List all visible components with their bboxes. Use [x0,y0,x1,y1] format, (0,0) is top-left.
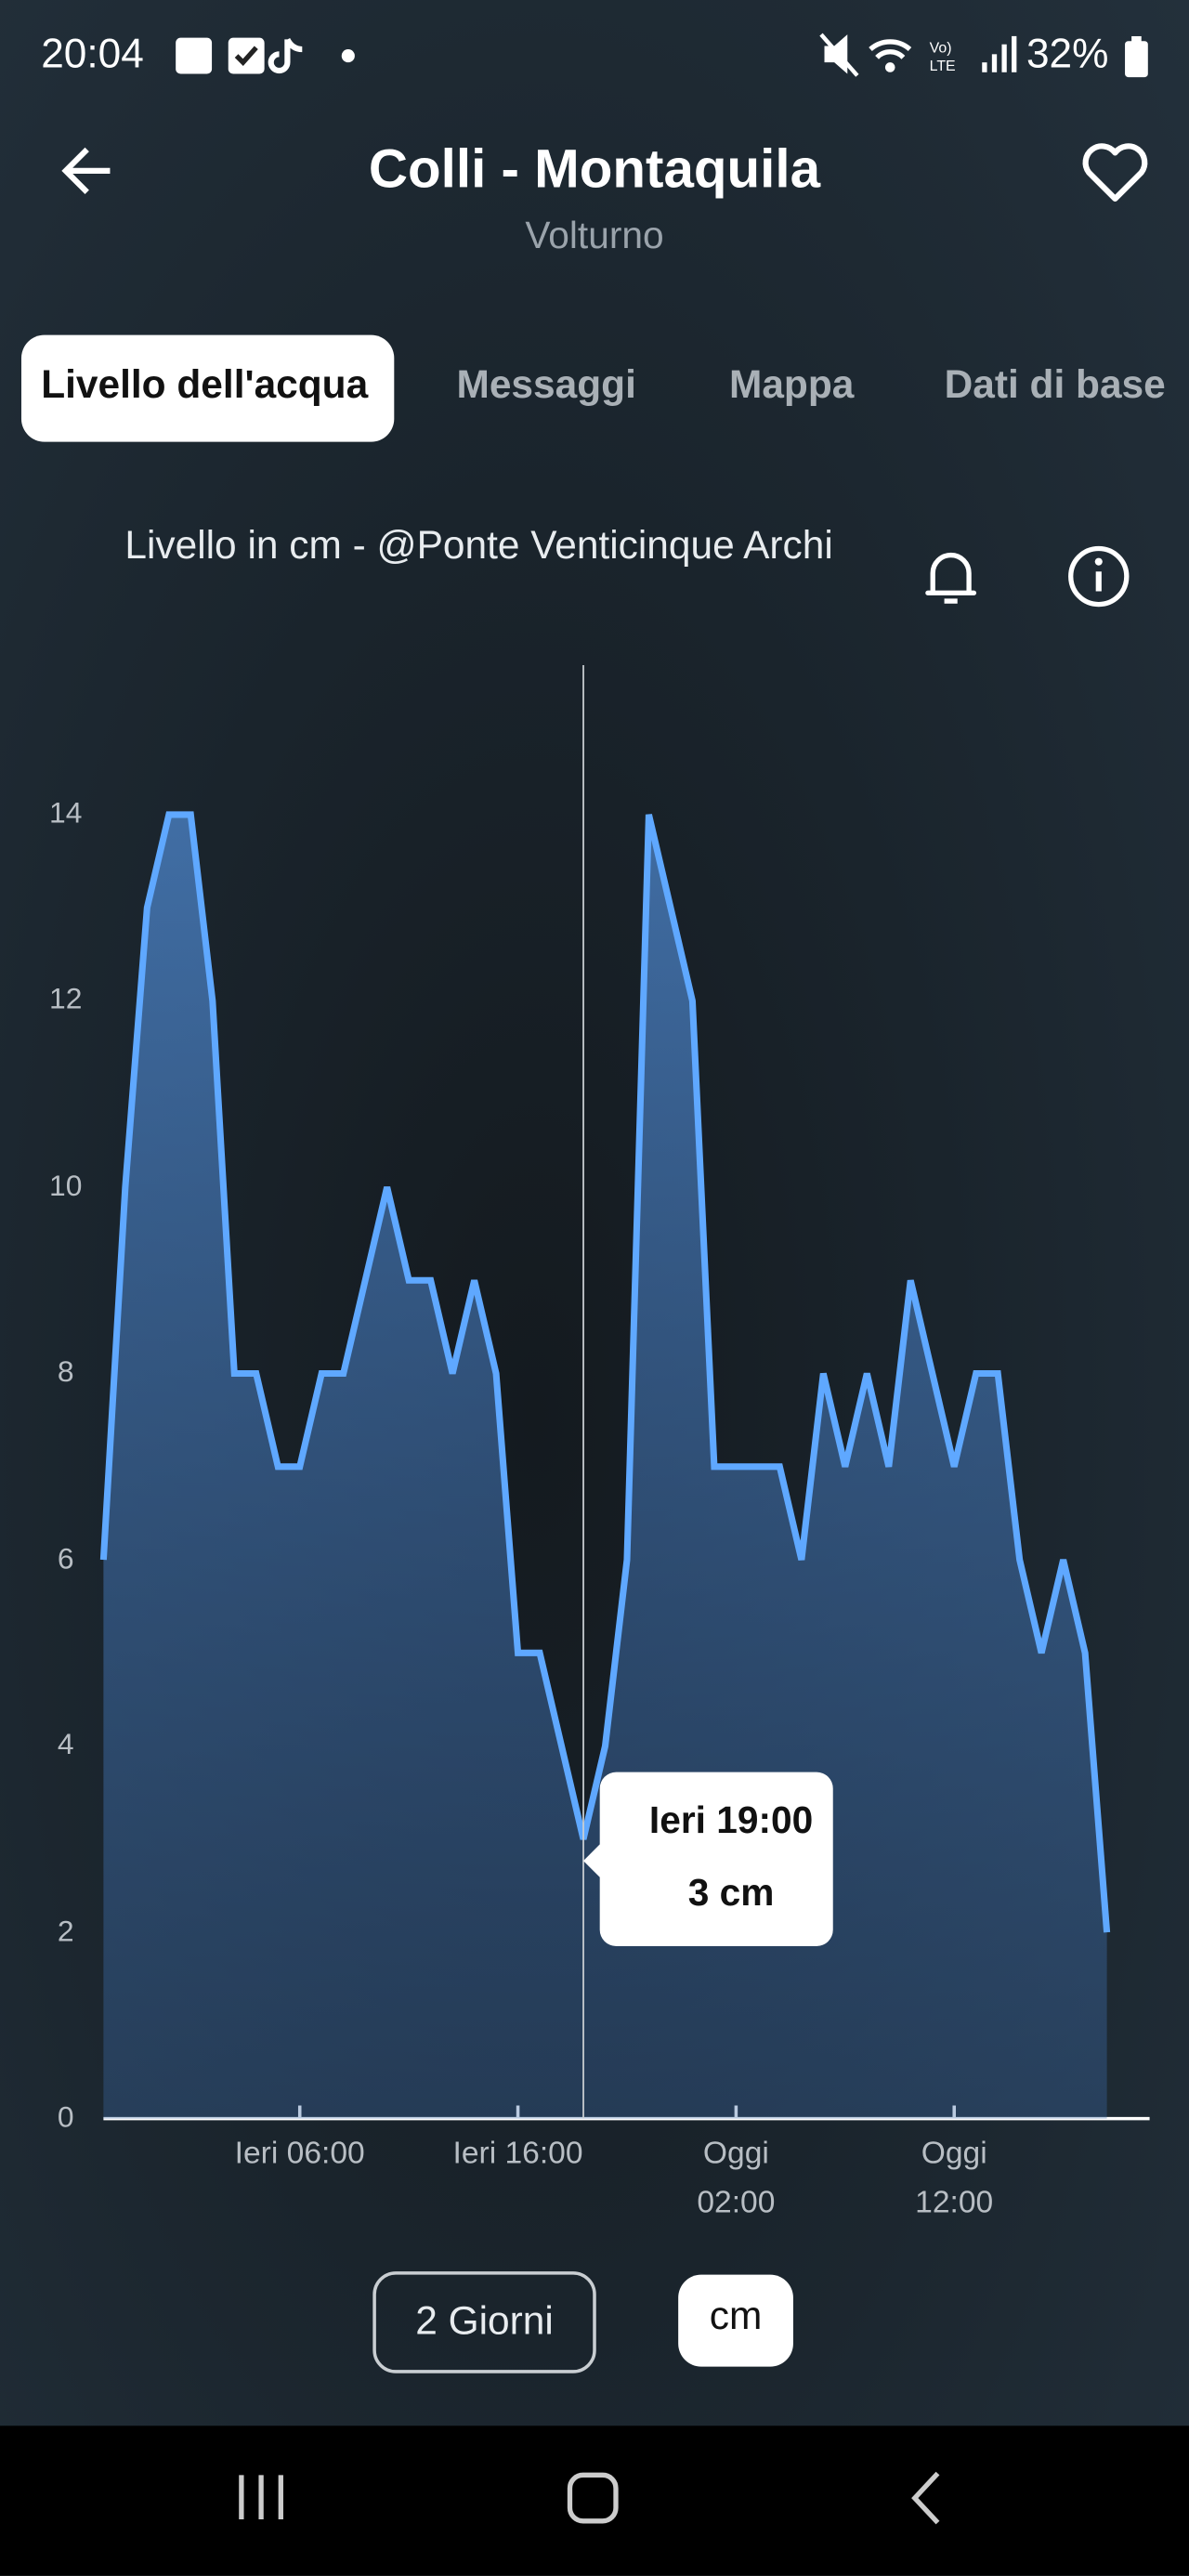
tab[interactable]: Dati di base [944,362,1166,408]
alert-button[interactable] [921,545,981,611]
nav-icons [239,2471,940,2525]
chart [99,665,1150,2121]
river-name: Volturno [525,213,664,256]
tooltip-time: Ieri 19:00 [648,1798,814,1841]
x-tick-label: Oggi 02:00 [697,2137,776,2221]
x-tick-label: Ieri 06:00 [234,2137,365,2172]
y-tick-label: 6 [57,1541,74,1575]
y-tick-label: 8 [57,1355,74,1389]
station-title: Colli - Montaquila [368,137,821,199]
chart-title: Livello in cm - @Ponte Venticinque Archi [124,523,833,569]
navigation-bar [0,2426,1189,2576]
tooltip-box [583,1772,833,1947]
system-icons: Vo) LTE [819,33,1017,77]
clock: 20:04 [41,31,144,78]
y-tick-label: 10 [49,1169,83,1202]
y-tick-label: 4 [57,1728,74,1761]
tab[interactable]: Messaggi [456,362,636,408]
info-button[interactable] [1065,543,1131,609]
x-tick-label: Ieri 16:00 [452,2137,583,2172]
tooltip-value: 3 cm [687,1870,775,1914]
y-tick-label: 12 [49,982,83,1016]
battery-level: 32% [1026,31,1109,78]
y-tick-label: 2 [57,1914,74,1948]
back-button[interactable] [58,141,117,201]
y-tick-label: 0 [57,2100,74,2134]
notification-icons [176,37,355,74]
tab[interactable]: Mappa [728,362,855,408]
svg-text:LTE: LTE [930,59,956,74]
tab[interactable]: Livello dell'acqua [20,334,395,442]
unit-button[interactable]: cm [678,2274,793,2367]
x-tick-label: Oggi 12:00 [915,2137,994,2221]
line [99,811,1111,1933]
favorite-button[interactable] [1080,139,1149,205]
area [103,814,1107,2119]
svg-text:Vo): Vo) [930,41,952,57]
y-tick-label: 14 [49,796,83,830]
range-button[interactable]: 2 Giorni [372,2271,596,2373]
battery-icon [1125,35,1148,78]
